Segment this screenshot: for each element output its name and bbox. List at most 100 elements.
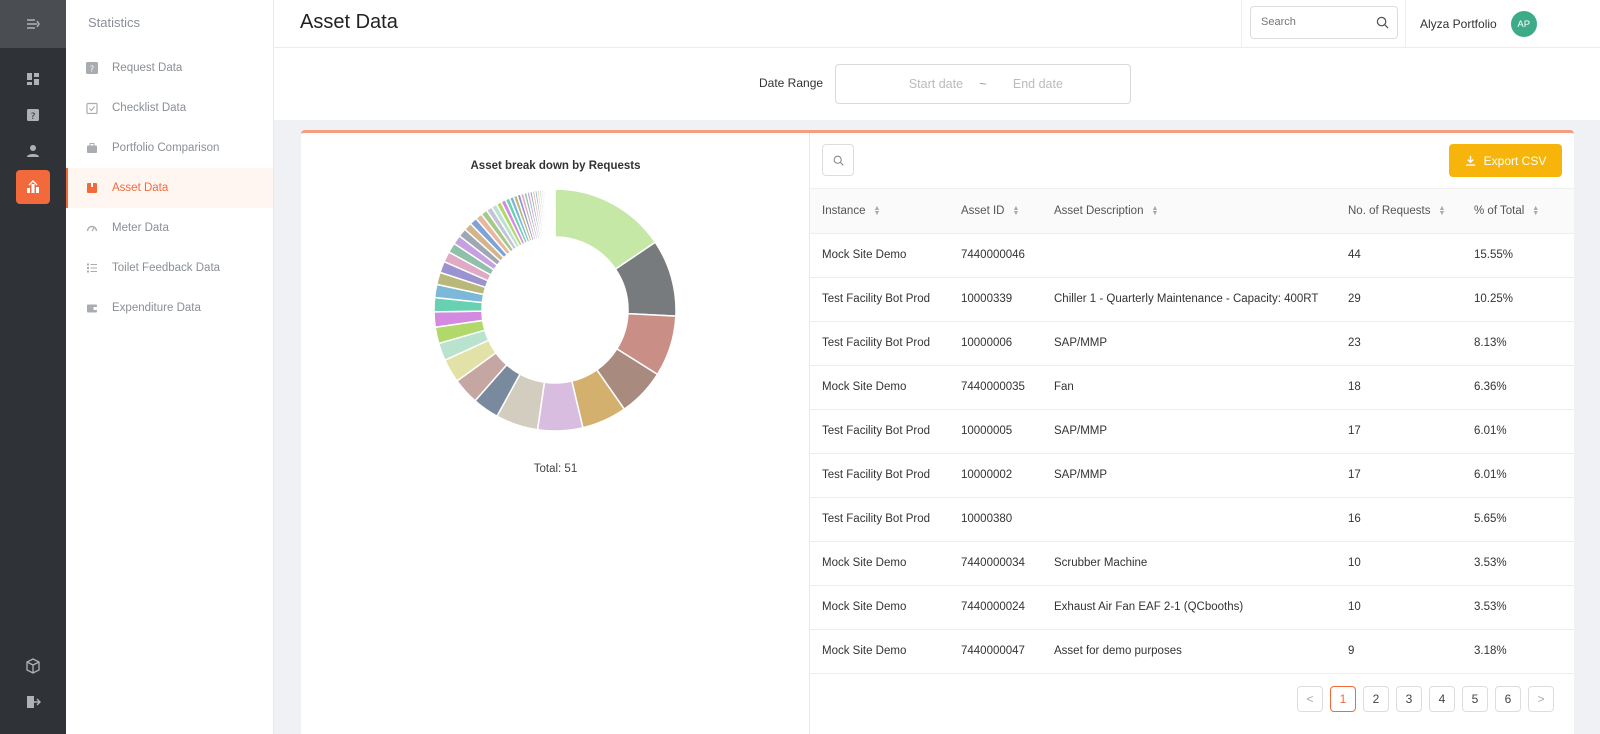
pagination-page-3[interactable]: 3 bbox=[1396, 686, 1422, 712]
dashboard-nav[interactable] bbox=[16, 62, 50, 96]
chart-total: Total: 51 bbox=[533, 463, 578, 475]
cell-asset-description: SAP/MMP bbox=[1042, 409, 1336, 454]
cell-asset-id: 10000006 bbox=[949, 321, 1042, 366]
chart-title: Asset break down by Requests bbox=[470, 160, 641, 172]
cell-requests: 16 bbox=[1336, 497, 1462, 542]
pagination-prev[interactable]: < bbox=[1297, 686, 1323, 712]
cell-asset-id: 10000380 bbox=[949, 497, 1042, 542]
briefcase-icon bbox=[87, 143, 97, 153]
date-range-picker[interactable]: Start date ~ End date bbox=[835, 64, 1131, 104]
rail-toggle[interactable] bbox=[0, 0, 66, 48]
table-row[interactable]: Test Facility Bot Prod 10000005 SAP/MMP 17 6… bbox=[810, 409, 1574, 454]
column-header-asset-id[interactable]: Asset ID ▲ ▼ bbox=[949, 189, 1042, 234]
user-menu[interactable]: Alyza Portfolio AP bbox=[1405, 0, 1600, 48]
question-icon: ? bbox=[86, 62, 98, 74]
help-nav[interactable]: ? bbox=[16, 98, 50, 132]
sort-icon[interactable]: ▲ ▼ bbox=[1438, 204, 1446, 217]
search-box[interactable] bbox=[1250, 6, 1398, 39]
pagination-page-1[interactable]: 1 bbox=[1330, 686, 1356, 712]
subnav-item-toilet-feedback-data[interactable]: Toilet Feedback Data bbox=[66, 248, 273, 288]
sort-icon[interactable]: ▲ ▼ bbox=[1532, 204, 1540, 217]
pagination-next[interactable]: > bbox=[1528, 686, 1554, 712]
table-row[interactable]: Test Facility Bot Prod 10000339 Chiller 1 … bbox=[810, 277, 1574, 322]
table-row[interactable]: Test Facility Bot Prod 10000380 16 5.65% bbox=[810, 497, 1574, 542]
cell-percent: 3.53% bbox=[1462, 541, 1574, 586]
column-label: No. of Requests bbox=[1348, 204, 1431, 217]
subnav-item-request-data[interactable]: ? Request Data bbox=[66, 48, 273, 88]
cell-requests: 10 bbox=[1336, 585, 1462, 630]
subnav-item-label: Meter Data bbox=[112, 222, 169, 234]
subnav-item-meter-data[interactable]: Meter Data bbox=[66, 208, 273, 248]
statistics-nav[interactable] bbox=[16, 170, 50, 204]
column-label: Instance bbox=[822, 204, 866, 217]
column-header-no-of-requests[interactable]: No. of Requests ▲ ▼ bbox=[1336, 189, 1462, 234]
cell-requests: 23 bbox=[1336, 321, 1462, 366]
assets-nav[interactable] bbox=[16, 649, 50, 683]
cell-asset-description: Asset for demo purposes bbox=[1042, 629, 1336, 674]
asset-icon bbox=[87, 183, 97, 193]
subnav-item-checklist-data[interactable]: Checklist Data bbox=[66, 88, 273, 128]
search-icon bbox=[833, 155, 844, 166]
pagination-page-5[interactable]: 5 bbox=[1462, 686, 1488, 712]
search-input[interactable] bbox=[1251, 7, 1371, 37]
pagination-page-2[interactable]: 2 bbox=[1363, 686, 1389, 712]
user-icon bbox=[27, 145, 39, 157]
sort-icon[interactable]: ▲ ▼ bbox=[873, 204, 881, 217]
users-nav[interactable] bbox=[16, 134, 50, 168]
sort-icon[interactable]: ▲ ▼ bbox=[1151, 204, 1159, 217]
column-header-asset-description[interactable]: Asset Description ▲ ▼ bbox=[1042, 189, 1336, 234]
table-row[interactable]: Test Facility Bot Prod 10000006 SAP/MMP 23 8… bbox=[810, 321, 1574, 366]
cell-instance: Mock Site Demo bbox=[810, 541, 949, 586]
icon-rail: ? bbox=[0, 0, 66, 734]
column-header-percent-of-total[interactable]: % of Total ▲ ▼ bbox=[1462, 189, 1574, 234]
pagination-page-6[interactable]: 6 bbox=[1495, 686, 1521, 712]
asset-donut-chart bbox=[433, 188, 677, 432]
cell-asset-description: Chiller 1 - Quarterly Maintenance - Capa… bbox=[1042, 277, 1336, 322]
end-date-input[interactable]: End date bbox=[1012, 77, 1063, 91]
table-search-button[interactable] bbox=[822, 144, 854, 176]
cell-percent: 3.53% bbox=[1462, 585, 1574, 630]
cell-instance: Test Facility Bot Prod bbox=[810, 497, 949, 542]
table-row[interactable]: Test Facility Bot Prod 10000002 SAP/MMP 17 6… bbox=[810, 453, 1574, 498]
cell-instance: Test Facility Bot Prod bbox=[810, 321, 949, 366]
asset-table: Instance ▲ ▼ Asset ID ▲ ▼ Asset Description ▲… bbox=[810, 189, 1574, 674]
sort-icon[interactable]: ▲ ▼ bbox=[1012, 204, 1020, 217]
logout-icon bbox=[27, 696, 41, 708]
pagination-page-4[interactable]: 4 bbox=[1429, 686, 1455, 712]
cell-asset-id: 7440000047 bbox=[949, 629, 1042, 674]
cell-asset-description: Scrubber Machine bbox=[1042, 541, 1336, 586]
donut-slice-other-41[interactable] bbox=[553, 188, 556, 238]
cell-instance: Mock Site Demo bbox=[810, 365, 949, 410]
help-icon: ? bbox=[27, 109, 39, 122]
table-row[interactable]: Mock Site Demo 7440000024 Exhaust Air Fan … bbox=[810, 585, 1574, 630]
subnav-item-expenditure-data[interactable]: Expenditure Data bbox=[66, 288, 273, 328]
search-icon[interactable] bbox=[1376, 16, 1389, 29]
start-date-input[interactable]: Start date bbox=[908, 77, 964, 91]
table-row[interactable]: Mock Site Demo 7440000034 Scrubber Machine… bbox=[810, 541, 1574, 586]
cell-asset-description bbox=[1042, 497, 1336, 542]
cell-instance: Test Facility Bot Prod bbox=[810, 409, 949, 454]
subnav-item-asset-data[interactable]: Asset Data bbox=[66, 168, 273, 208]
user-name[interactable]: Alyza Portfolio bbox=[1420, 17, 1497, 31]
cell-requests: 29 bbox=[1336, 277, 1462, 322]
menu-collapse-icon[interactable] bbox=[25, 16, 41, 32]
header-search bbox=[1241, 0, 1405, 48]
column-header-instance[interactable]: Instance ▲ ▼ bbox=[810, 189, 949, 234]
export-csv-button[interactable]: Export CSV bbox=[1449, 144, 1562, 177]
table-row[interactable]: Mock Site Demo 7440000035 Fan 18 6.36% bbox=[810, 365, 1574, 410]
statistics-subnav: Statistics ? Request Data Checklist Data… bbox=[66, 0, 274, 734]
subnav-item-label: Request Data bbox=[112, 62, 183, 74]
avatar[interactable]: AP bbox=[1510, 11, 1537, 37]
subnav-item-portfolio-comparison[interactable]: Portfolio Comparison bbox=[66, 128, 273, 168]
page-title: Asset Data bbox=[300, 11, 398, 33]
cell-instance: Test Facility Bot Prod bbox=[810, 277, 949, 322]
column-label: Asset Description bbox=[1054, 204, 1144, 217]
cell-instance: Mock Site Demo bbox=[810, 629, 949, 674]
cell-requests: 44 bbox=[1336, 233, 1462, 278]
cell-percent: 5.65% bbox=[1462, 497, 1574, 542]
gauge-icon bbox=[86, 225, 98, 232]
table-row[interactable]: Mock Site Demo 7440000047 Asset for demo p… bbox=[810, 629, 1574, 674]
logout-nav[interactable] bbox=[16, 685, 50, 719]
table-row[interactable]: Mock Site Demo 7440000046 44 15.55% bbox=[810, 233, 1574, 278]
cell-asset-id: 7440000046 bbox=[949, 233, 1042, 278]
